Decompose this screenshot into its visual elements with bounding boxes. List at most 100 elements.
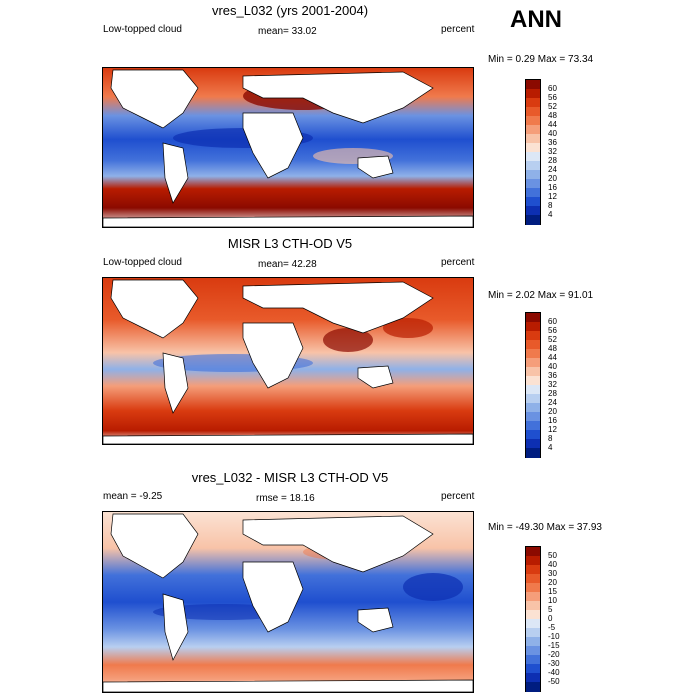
colorbar-segment	[526, 547, 540, 557]
colorbar-segment	[526, 206, 540, 216]
colorbar-segment	[526, 340, 540, 350]
panel-3-colorbar: 50 40 30 20 15 10 5 0 -5 -10 -15 -20 -30 -40 -50	[525, 546, 560, 692]
panel-1-minmax: Min = 0.29 Max = 73.34	[488, 54, 594, 65]
colorbar-tick-label: 20	[548, 174, 557, 183]
colorbar-tick-label: 40	[548, 362, 557, 371]
colorbar-segment	[526, 394, 540, 404]
colorbar-segment	[526, 331, 540, 341]
colorbar-tick-label: 15	[548, 587, 557, 596]
colorbar-segment	[526, 565, 540, 575]
colorbar-segment	[526, 358, 540, 368]
colorbar-tick-label: 52	[548, 335, 557, 344]
colorbar-segment	[526, 610, 540, 620]
colorbar-tick-label: 28	[548, 156, 557, 165]
panel-3-map-field	[103, 512, 473, 692]
colorbar-tick-label: 12	[548, 192, 557, 201]
colorbar-segment	[526, 556, 540, 566]
colorbar-segment	[526, 170, 540, 180]
panel-2-map	[102, 277, 474, 445]
panel-3-title: vres_L032 - MISR L3 CTH-OD V5	[191, 470, 389, 485]
colorbar-segment	[526, 385, 540, 395]
colorbar-tick-label: -15	[548, 641, 560, 650]
colorbar-segment	[526, 188, 540, 198]
colorbar-tick-label: 20	[548, 578, 557, 587]
colorbar-segment	[526, 215, 540, 225]
colorbar-tick-label: -20	[548, 650, 560, 659]
colorbar-tick-label: 5	[548, 605, 553, 614]
colorbar-segment	[526, 673, 540, 683]
panel-1-colorbar: 60 56 52 48 44 40 36 32 28 24 20 16 12 8 4	[525, 79, 557, 225]
colorbar-segment	[526, 143, 540, 153]
colorbar-tick-label: 40	[548, 129, 557, 138]
colorbar-segment	[526, 448, 540, 458]
colorbar-segment	[526, 619, 540, 629]
panel-1-units-label: percent	[441, 24, 475, 35]
colorbar-segment	[526, 439, 540, 449]
colorbar-segment	[526, 655, 540, 665]
colorbar-segment	[526, 349, 540, 359]
colorbar-tick-label: 20	[548, 407, 557, 416]
colorbar-tick-label: 56	[548, 326, 557, 335]
panel-2-mean-label: mean= 42.28	[258, 259, 317, 270]
colorbar-segment	[526, 367, 540, 377]
colorbar-segment	[526, 134, 540, 144]
colorbar-tick-label: 40	[548, 560, 557, 569]
colorbar-tick-label: 36	[548, 138, 557, 147]
panel-2-left-label: Low-topped cloud	[103, 257, 182, 268]
colorbar-tick-label: -30	[548, 659, 560, 668]
colorbar-tick-label: 52	[548, 102, 557, 111]
colorbar-segment	[526, 376, 540, 386]
colorbar-tick-label: 4	[548, 210, 553, 219]
colorbar-tick-label: 24	[548, 165, 557, 174]
colorbar-segment	[526, 403, 540, 413]
panel-3-mean-label: mean = -9.25	[103, 491, 163, 502]
colorbar-tick-label: 32	[548, 147, 557, 156]
colorbar-tick-label: 8	[548, 434, 553, 443]
colorbar-tick-label: 44	[548, 120, 557, 129]
colorbar-tick-label: 8	[548, 201, 553, 210]
colorbar-segment	[526, 322, 540, 332]
colorbar-segment	[526, 125, 540, 135]
colorbar-tick-label: 30	[548, 569, 557, 578]
panel-2-title: MISR L3 CTH-OD V5	[227, 236, 353, 251]
colorbar-tick-label: 0	[548, 614, 553, 623]
colorbar-tick-label: 28	[548, 389, 557, 398]
colorbar-segment	[526, 313, 540, 323]
colorbar-tick-label: -5	[548, 623, 556, 632]
colorbar-tick-label: 50	[548, 551, 557, 560]
colorbar-tick-label: 36	[548, 371, 557, 380]
colorbar-segment	[526, 421, 540, 431]
panel-2-units-label: percent	[441, 257, 475, 268]
panel-1-map	[102, 67, 474, 228]
colorbar-segment	[526, 628, 540, 638]
colorbar-segment	[526, 430, 540, 440]
colorbar-tick-label: 44	[548, 353, 557, 362]
panel-2-minmax: Min = 2.02 Max = 91.01	[488, 290, 594, 301]
colorbar-tick-label: -10	[548, 632, 560, 641]
colorbar-segment	[526, 161, 540, 171]
panel-1-mean-label: mean= 33.02	[258, 26, 317, 37]
colorbar-tick-label: 16	[548, 416, 557, 425]
colorbar-tick-label: -40	[548, 668, 560, 677]
colorbar-tick-label: 16	[548, 183, 557, 192]
colorbar-tick-label: 12	[548, 425, 557, 434]
colorbar-tick-label: 24	[548, 398, 557, 407]
colorbar-tick-label: 4	[548, 443, 553, 452]
colorbar-tick-label: 60	[548, 84, 557, 93]
colorbar-segment	[526, 412, 540, 422]
panel-1-map-field	[103, 68, 473, 227]
panel-1-left-label: Low-topped cloud	[103, 24, 182, 35]
colorbar-segment	[526, 601, 540, 611]
panel-2-map-field	[103, 278, 473, 444]
panel-3-units-label: percent	[441, 491, 475, 502]
colorbar-segment	[526, 682, 540, 692]
colorbar-segment	[526, 152, 540, 162]
colorbar-tick-label: 56	[548, 93, 557, 102]
colorbar-tick-label: 60	[548, 317, 557, 326]
panel-1-title: vres_L032 (yrs 2001-2004)	[211, 3, 369, 18]
colorbar-segment	[526, 197, 540, 207]
colorbar-segment	[526, 89, 540, 99]
colorbar-segment	[526, 107, 540, 117]
colorbar-segment	[526, 574, 540, 584]
colorbar-segment	[526, 664, 540, 674]
